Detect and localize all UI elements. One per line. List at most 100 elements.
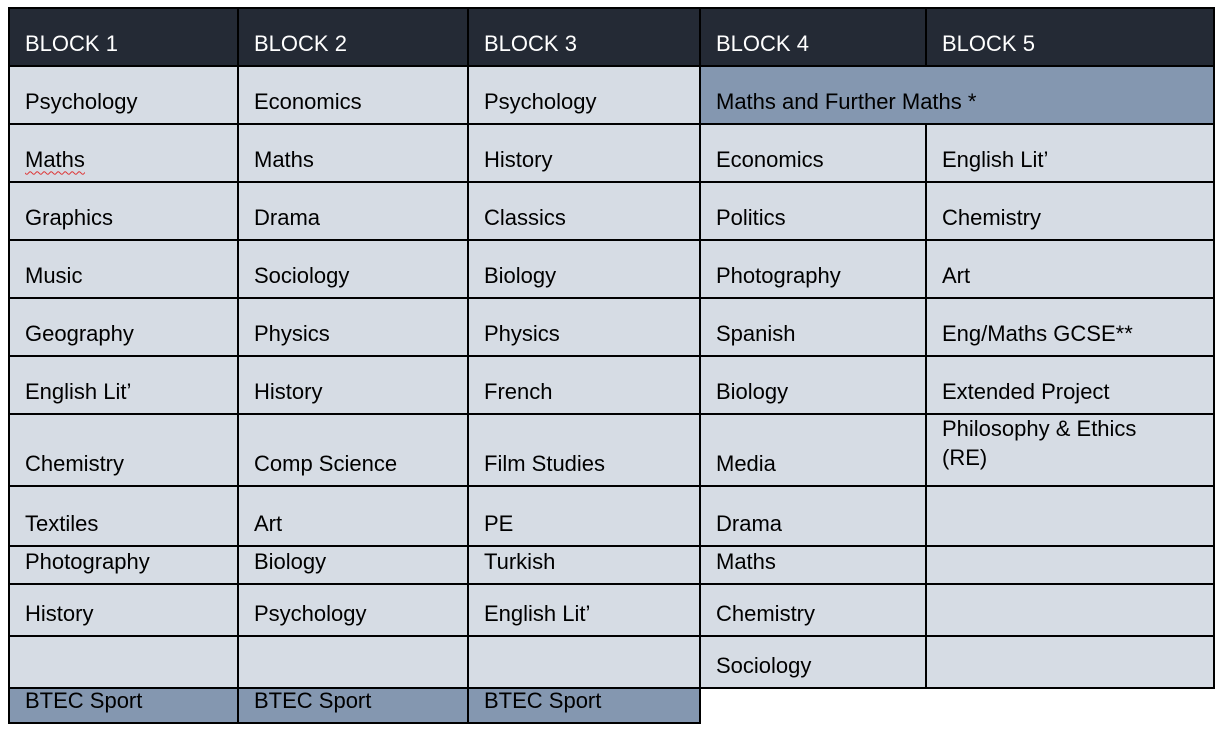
table-cell: Drama — [699, 485, 927, 547]
table-cell: English Lit’ — [467, 583, 701, 637]
table-cell — [925, 545, 1215, 585]
table-cell — [8, 635, 239, 689]
cell-text: Physics — [254, 321, 330, 347]
cell-text: Geography — [25, 321, 134, 347]
cell-text: Sociology — [254, 263, 350, 289]
table-cell: PE — [467, 485, 701, 547]
table-cell: Film Studies — [467, 413, 701, 487]
table-cell: Biology — [467, 239, 701, 299]
table-cell: Psychology — [8, 65, 239, 125]
cell-text: BTEC Sport — [484, 688, 602, 714]
table-cell: Art — [925, 239, 1215, 299]
cell-text: Psychology — [484, 89, 597, 115]
cell-text: Graphics — [25, 205, 114, 231]
table-cell: Spanish — [699, 297, 927, 357]
cell-text: English Lit’ — [484, 601, 591, 627]
table-cell — [925, 583, 1215, 637]
cell-text: Politics — [716, 205, 786, 231]
table-cell: Classics — [467, 181, 701, 241]
cell-text: Textiles — [25, 511, 99, 537]
table-cell — [925, 635, 1215, 689]
cell-text: Economics — [716, 147, 824, 173]
cell-text: Drama — [716, 511, 783, 537]
table-cell: History — [467, 123, 701, 183]
cell-text: Chemistry — [716, 601, 816, 627]
cell-text: Media — [716, 451, 776, 477]
table-cell: Maths — [8, 123, 239, 183]
cell-text: BLOCK 1 — [25, 31, 118, 57]
table-cell: History — [8, 583, 239, 637]
table-cell: Graphics — [8, 181, 239, 241]
table-cell: Physics — [237, 297, 469, 357]
table-cell: BTEC Sport — [467, 687, 701, 724]
cell-text: Photography — [716, 263, 841, 289]
table-cell: Eng/Maths GCSE** — [925, 297, 1215, 357]
table-cell: Textiles — [8, 485, 239, 547]
cell-text: Biology — [716, 379, 789, 405]
table-cell: Maths — [699, 545, 927, 585]
table-cell: Economics — [237, 65, 469, 125]
table-cell: Turkish — [467, 545, 701, 585]
cell-text: Photography — [25, 549, 150, 575]
table-cell: Photography — [8, 545, 239, 585]
table-cell — [237, 635, 469, 689]
cell-text: History — [25, 601, 94, 627]
cell-text: Philosophy & Ethics (RE) — [942, 416, 1137, 470]
cell-text: BLOCK 4 — [716, 31, 809, 57]
cell-text: BLOCK 5 — [942, 31, 1035, 57]
table-cell: Chemistry — [925, 181, 1215, 241]
cell-text: Spanish — [716, 321, 796, 347]
cell-text: BTEC Sport — [25, 688, 143, 714]
cell-text: Biology — [484, 263, 557, 289]
cell-text: Comp Science — [254, 451, 398, 477]
table-cell: Extended Project — [925, 355, 1215, 415]
cell-text: Biology — [254, 549, 327, 575]
cell-text: English Lit’ — [25, 379, 132, 405]
cell-text: Psychology — [254, 601, 367, 627]
column-header-block-3: BLOCK 3 — [467, 7, 701, 67]
cell-text: Chemistry — [942, 205, 1042, 231]
cell-text: Maths — [254, 147, 314, 173]
column-header-block-4: BLOCK 4 — [699, 7, 927, 67]
cell-text: Economics — [254, 89, 362, 115]
table-cell: English Lit’ — [8, 355, 239, 415]
table-cell: Maths and Further Maths * — [699, 65, 1215, 125]
table-cell: BTEC Sport — [8, 687, 239, 724]
column-header-block-1: BLOCK 1 — [8, 7, 239, 67]
table-cell: Sociology — [699, 635, 927, 689]
table-cell: Media — [699, 413, 927, 487]
cell-text: Maths — [25, 147, 85, 173]
table-cell: Sociology — [237, 239, 469, 299]
table-cell: Politics — [699, 181, 927, 241]
table-cell: Photography — [699, 239, 927, 299]
table-cell: Comp Science — [237, 413, 469, 487]
cell-text: Classics — [484, 205, 566, 231]
cell-text: BLOCK 3 — [484, 31, 577, 57]
column-header-block-5: BLOCK 5 — [925, 7, 1215, 67]
cell-text: Sociology — [716, 653, 812, 679]
table-cell: Philosophy & Ethics (RE) — [925, 413, 1215, 487]
cell-text: English Lit’ — [942, 147, 1049, 173]
table-cell: Economics — [699, 123, 927, 183]
table-cell: English Lit’ — [925, 123, 1215, 183]
table-cell: Maths — [237, 123, 469, 183]
cell-text: Extended Project — [942, 379, 1110, 405]
table-cell — [925, 485, 1215, 547]
table-cell: Psychology — [467, 65, 701, 125]
table-cell: Psychology — [237, 583, 469, 637]
cell-text: Art — [254, 511, 283, 537]
table-cell: Art — [237, 485, 469, 547]
cell-text: Physics — [484, 321, 560, 347]
cell-text: BTEC Sport — [254, 688, 372, 714]
cell-text: History — [484, 147, 553, 173]
cell-text: BLOCK 2 — [254, 31, 347, 57]
cell-text: Eng/Maths GCSE** — [942, 321, 1133, 347]
table-cell: Biology — [699, 355, 927, 415]
cell-text: Maths and Further Maths * — [716, 89, 977, 115]
cell-text: Art — [942, 263, 971, 289]
table-cell — [467, 635, 701, 689]
cell-text: PE — [484, 511, 514, 537]
table-cell: Biology — [237, 545, 469, 585]
cell-text: Psychology — [25, 89, 138, 115]
table-cell: French — [467, 355, 701, 415]
